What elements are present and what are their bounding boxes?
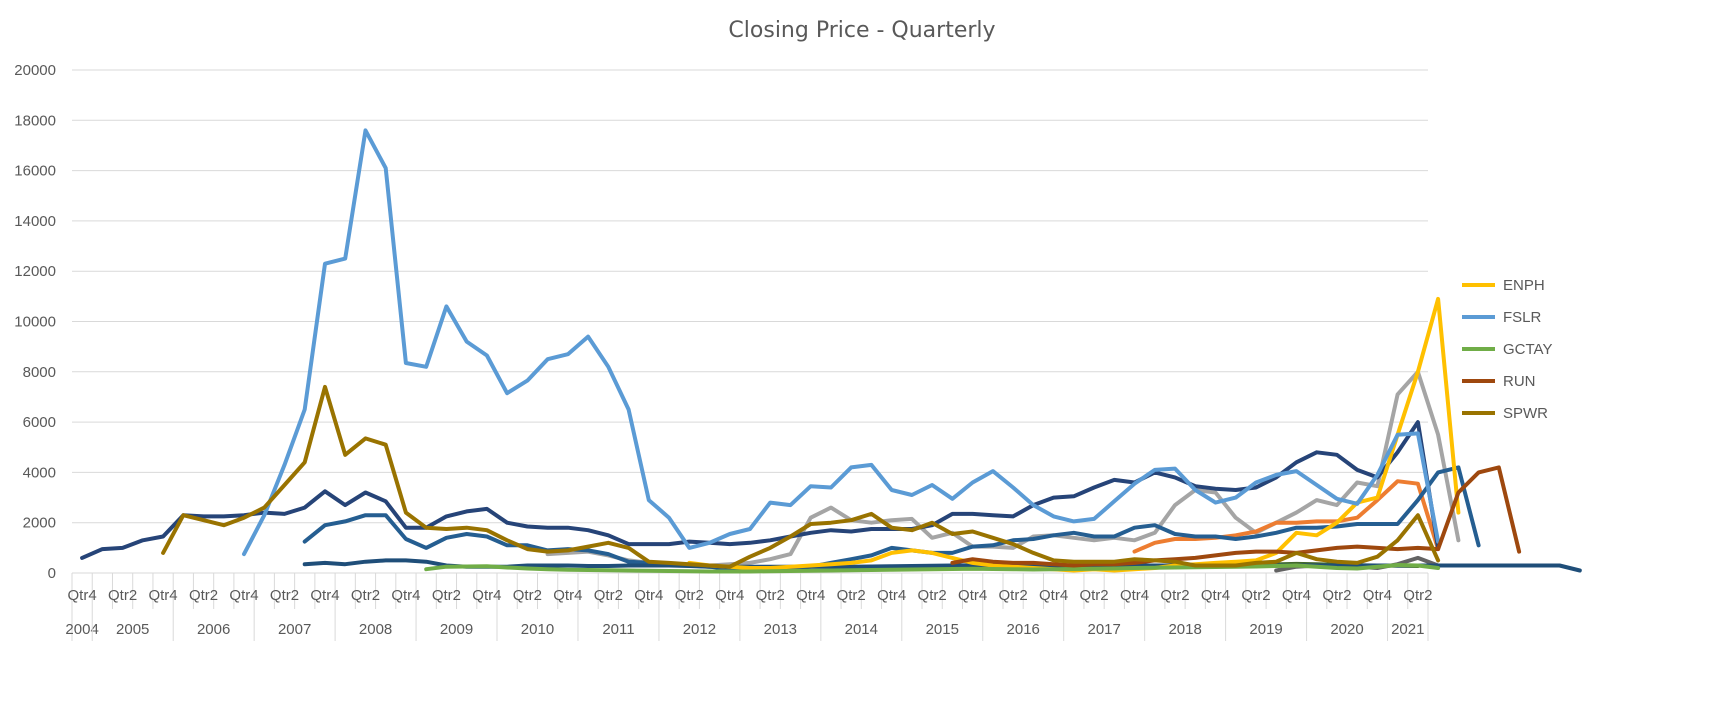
year-label: 2005 xyxy=(116,621,149,638)
x-tick-label: Qtr4 xyxy=(1282,587,1311,604)
series-line-fslr xyxy=(242,128,1441,557)
x-tick-label: Qtr2 xyxy=(837,587,866,604)
y-tick-label: 16000 xyxy=(14,163,56,180)
year-label: 2021 xyxy=(1391,621,1424,638)
legend-label: RUN xyxy=(1503,373,1536,390)
y-tick-label: 0 xyxy=(48,565,56,582)
y-tick-label: 18000 xyxy=(14,112,56,129)
y-tick-label: 8000 xyxy=(23,364,56,381)
x-tick-label: Qtr4 xyxy=(1363,587,1392,604)
x-tick-label: Qtr4 xyxy=(877,587,906,604)
year-label: 2008 xyxy=(359,621,392,638)
y-tick-label: 10000 xyxy=(14,314,56,331)
x-tick-label: Qtr2 xyxy=(1322,587,1351,604)
legend: ENPH FSLR GCTAY RUN SPWR xyxy=(1462,277,1552,422)
y-axis: 0 2000 4000 6000 8000 10000 12000 14000 16000 180… xyxy=(14,62,56,582)
year-label: 2012 xyxy=(683,621,716,638)
x-tick-label: Qtr4 xyxy=(553,587,582,604)
y-tick-label: 4000 xyxy=(23,464,56,481)
year-label: 2009 xyxy=(440,621,473,638)
x-tick-label: Qtr4 xyxy=(715,587,744,604)
x-tick-label: Qtr4 xyxy=(148,587,177,604)
x-tick-label: Qtr4 xyxy=(634,587,663,604)
year-label: 2015 xyxy=(926,621,959,638)
year-label: 2007 xyxy=(278,621,311,638)
x-tick-label: Qtr4 xyxy=(310,587,339,604)
x-tick-label: Qtr4 xyxy=(1120,587,1149,604)
x-tick-label: Qtr2 xyxy=(513,587,542,604)
legend-label: GCTAY xyxy=(1503,341,1552,358)
series-line-spwr xyxy=(161,384,1441,569)
year-label: 2006 xyxy=(197,621,230,638)
y-tick-label: 6000 xyxy=(23,414,56,431)
legend-label: ENPH xyxy=(1503,277,1545,294)
x-tick-label: Qtr2 xyxy=(351,587,380,604)
legend-label: SPWR xyxy=(1503,405,1548,422)
legend-label: FSLR xyxy=(1503,309,1542,326)
y-tick-label: 12000 xyxy=(14,263,56,280)
x-tick-label: Qtr2 xyxy=(999,587,1028,604)
series-line-gctay xyxy=(424,563,1441,574)
y-tick-label: 2000 xyxy=(23,515,56,532)
year-label: 2019 xyxy=(1249,621,1282,638)
year-label: 2010 xyxy=(521,621,554,638)
x-tick-label: Qtr2 xyxy=(1403,587,1432,604)
x-tick-label: Qtr4 xyxy=(68,587,97,604)
chart-title: Closing Price - Quarterly xyxy=(728,18,996,43)
x-tick-label: Qtr4 xyxy=(1201,587,1230,604)
x-tick-label: Qtr4 xyxy=(796,587,825,604)
x-tick-label: Qtr2 xyxy=(1241,587,1270,604)
x-tick-label: Qtr2 xyxy=(675,587,704,604)
x-tick-label: Qtr2 xyxy=(270,587,299,604)
x-tick-label: Qtr2 xyxy=(1160,587,1189,604)
x-tick-label: Qtr2 xyxy=(918,587,947,604)
x-tick-label: Qtr2 xyxy=(756,587,785,604)
year-label: 2018 xyxy=(1168,621,1201,638)
year-label: 2014 xyxy=(845,621,878,638)
y-tick-label: 14000 xyxy=(14,213,56,230)
x-tick-label: Qtr2 xyxy=(189,587,218,604)
x-tick-label: Qtr2 xyxy=(108,587,137,604)
year-label: 2017 xyxy=(1087,621,1120,638)
x-tick-label: Qtr2 xyxy=(1079,587,1108,604)
series-line-unlabeled-6 xyxy=(1132,479,1441,554)
x-tick-label: Qtr4 xyxy=(391,587,420,604)
series-line-unlabeled-7 xyxy=(80,420,1441,560)
year-label: 2004 xyxy=(65,621,98,638)
y-tick-label: 20000 xyxy=(14,62,56,79)
x-tick-label: Qtr4 xyxy=(472,587,501,604)
year-label: 2020 xyxy=(1330,621,1363,638)
x-tick-label: Qtr2 xyxy=(432,587,461,604)
year-label: 2013 xyxy=(764,621,797,638)
x-tick-label: Qtr2 xyxy=(594,587,623,604)
year-label: 2011 xyxy=(602,621,634,638)
x-tick-label: Qtr4 xyxy=(1039,587,1068,604)
plot-area xyxy=(80,128,1582,574)
series-line-unlabeled-5 xyxy=(545,369,1461,568)
x-tick-label: Qtr4 xyxy=(958,587,987,604)
year-label: 2016 xyxy=(1007,621,1040,638)
series-line-unlabeled-8 xyxy=(302,465,1481,573)
x-axis: Qtr4 Qtr2 Qtr4 Qtr2 Qtr4 Qtr2 Qtr4 Qtr2 Qtr4 Qtr2… xyxy=(65,572,1432,641)
series-line-run xyxy=(950,465,1522,568)
x-tick-label: Qtr4 xyxy=(229,587,258,604)
